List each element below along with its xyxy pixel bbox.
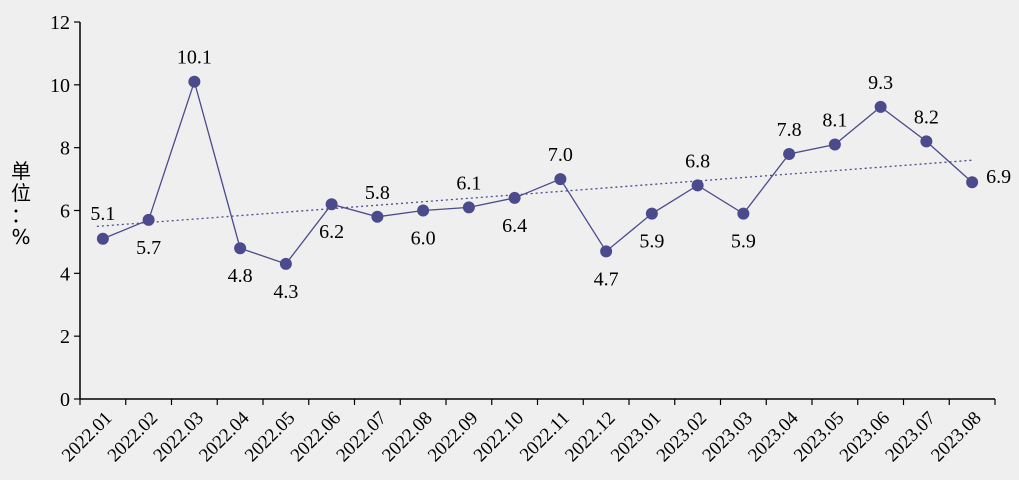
x-tick-label: 2023.05 bbox=[790, 408, 849, 467]
y-tick-label: 8 bbox=[60, 138, 70, 160]
data-label: 7.0 bbox=[548, 144, 573, 166]
data-point bbox=[371, 210, 384, 223]
x-tick-label: 2023.06 bbox=[836, 408, 895, 467]
y-tick-label: 2 bbox=[60, 326, 70, 348]
x-tick-label: 2022.12 bbox=[561, 408, 620, 467]
data-point bbox=[920, 135, 933, 148]
data-label: 6.1 bbox=[456, 172, 481, 194]
x-tick-label: 2022.07 bbox=[332, 408, 391, 467]
data-point bbox=[828, 138, 841, 151]
data-point bbox=[325, 198, 338, 211]
x-tick-label: 2022.04 bbox=[195, 407, 254, 466]
data-label: 4.7 bbox=[594, 268, 619, 290]
y-tick-label: 10 bbox=[50, 75, 70, 97]
data-point bbox=[96, 232, 109, 245]
trendline bbox=[96, 159, 973, 228]
y-tick-label: 0 bbox=[60, 389, 70, 411]
data-point bbox=[142, 213, 155, 226]
data-label: 5.1 bbox=[90, 203, 115, 225]
x-tick-label: 2022.10 bbox=[470, 408, 529, 467]
data-label: 4.3 bbox=[273, 281, 298, 303]
data-label: 6.9 bbox=[986, 166, 1011, 188]
data-label: 6.2 bbox=[319, 221, 344, 243]
x-tick-label: 2023.07 bbox=[881, 408, 940, 467]
x-tick-label: 2023.03 bbox=[698, 408, 757, 467]
data-point bbox=[279, 257, 292, 270]
y-tick-label: 6 bbox=[60, 201, 70, 223]
unit-char: ： bbox=[11, 203, 31, 227]
data-point bbox=[417, 204, 430, 217]
x-tick-label: 2023.08 bbox=[927, 408, 986, 467]
data-point bbox=[783, 147, 796, 160]
data-label: 6.8 bbox=[685, 150, 710, 172]
x-tick-label: 2022.08 bbox=[378, 408, 437, 467]
data-label: 8.1 bbox=[822, 110, 847, 132]
data-point bbox=[508, 191, 521, 204]
unit-char: 位 bbox=[11, 181, 31, 205]
unit-char: % bbox=[11, 225, 31, 249]
data-label: 9.3 bbox=[868, 72, 893, 94]
x-tick-label: 2023.01 bbox=[607, 408, 666, 467]
data-point bbox=[554, 173, 567, 186]
data-label: 10.1 bbox=[177, 47, 212, 69]
x-tick-label: 2023.02 bbox=[653, 408, 712, 467]
data-label: 6.4 bbox=[502, 215, 527, 237]
data-point bbox=[234, 242, 247, 255]
data-label: 5.8 bbox=[365, 182, 390, 204]
x-tick-label: 2022.03 bbox=[149, 408, 208, 467]
data-label: 5.9 bbox=[731, 231, 756, 253]
x-tick-label: 2022.01 bbox=[58, 408, 117, 467]
x-tick-label: 2022.05 bbox=[241, 408, 300, 467]
data-point bbox=[874, 100, 887, 113]
series-line bbox=[102, 79, 973, 265]
data-label: 8.2 bbox=[914, 106, 939, 128]
x-tick-label: 2022.11 bbox=[516, 408, 574, 466]
data-point bbox=[600, 245, 613, 258]
data-label: 4.8 bbox=[228, 265, 253, 287]
y-axis-unit-label: 单 位 ： % bbox=[8, 160, 34, 248]
y-tick-label: 12 bbox=[50, 12, 70, 34]
x-tick-label: 2022.06 bbox=[287, 408, 346, 467]
data-point bbox=[966, 176, 979, 189]
data-label: 6.0 bbox=[411, 228, 436, 250]
data-point bbox=[188, 75, 201, 88]
data-label: 5.7 bbox=[136, 237, 161, 259]
unit-char: 单 bbox=[11, 159, 31, 183]
y-tick-label: 4 bbox=[60, 263, 70, 285]
data-point bbox=[462, 201, 475, 214]
x-tick-label: 2022.02 bbox=[104, 408, 163, 467]
data-label: 7.8 bbox=[777, 119, 802, 141]
x-tick-label: 2022.09 bbox=[424, 408, 483, 467]
data-point bbox=[691, 179, 704, 192]
data-label: 5.9 bbox=[639, 231, 664, 253]
x-tick-label: 2023.04 bbox=[744, 407, 803, 466]
data-point bbox=[737, 207, 750, 220]
data-point bbox=[645, 207, 658, 220]
